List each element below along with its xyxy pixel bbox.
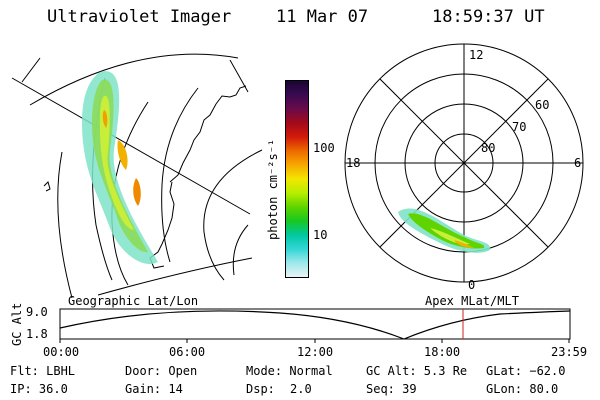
gain-readout: Gain: 14	[125, 382, 183, 396]
colorbar-tick-10: 10	[313, 228, 328, 242]
geographic-caption: Geographic Lat/Lon	[68, 294, 199, 308]
altitude-xtick-0600: 06:00	[169, 345, 206, 359]
altitude-curve	[59, 310, 571, 340]
glon-readout: GLon: 80.0	[486, 382, 559, 396]
dsp-value: 2.0	[290, 382, 312, 396]
dsp-label: Dsp:	[246, 382, 275, 396]
mlat-label-80: 80	[481, 141, 495, 155]
mlt-label-0: 0	[468, 278, 475, 292]
altitude-frame	[59, 308, 571, 340]
altitude-ytick-9: 9.0	[26, 305, 48, 319]
seq-readout: Seq: 39	[366, 382, 417, 396]
time-label: 18:59:37 UT	[432, 7, 545, 27]
date-label: 11 Mar 07	[276, 7, 369, 27]
mlat-label-60: 60	[535, 98, 549, 112]
mode-readout: Mode: Normal	[246, 364, 333, 378]
aurora-emission-polar	[398, 208, 491, 253]
colorbar	[285, 80, 309, 278]
mlt-label-18: 18	[346, 156, 360, 170]
altitude-xtick-1800: 18:00	[424, 345, 461, 359]
glat-readout: GLat: −62.0	[486, 364, 566, 378]
instrument-title: Ultraviolet Imager	[47, 7, 232, 27]
ip-readout: IP: 36.0	[10, 382, 68, 396]
altitude-xtick-0000: 00:00	[43, 345, 80, 359]
door-readout: Door: Open	[125, 364, 198, 378]
aurora-emission-geographic	[82, 71, 158, 265]
altitude-xtick-2359: 23:59	[551, 345, 588, 359]
altitude-xtick-1200: 12:00	[297, 345, 334, 359]
mlat-label-70: 70	[512, 120, 526, 134]
colorbar-tick-100: 100	[313, 141, 335, 155]
mlt-label-6: 6	[574, 156, 581, 170]
altitude-ytick-1-8: 1.8	[26, 327, 48, 341]
filter-readout: Flt: LBHL	[10, 364, 76, 378]
gc-alt-readout: GC Alt: 5.3 Re	[366, 364, 468, 378]
mlt-label-12: 12	[469, 48, 483, 62]
apex-caption: Apex MLat/MLT	[425, 294, 519, 308]
